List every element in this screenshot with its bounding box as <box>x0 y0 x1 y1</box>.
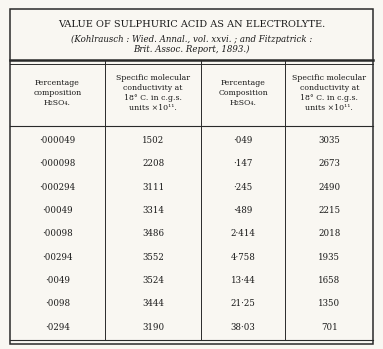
Text: ·0098: ·0098 <box>45 299 70 309</box>
Text: 3190: 3190 <box>142 323 164 332</box>
Text: 1935: 1935 <box>318 253 340 262</box>
Text: 1350: 1350 <box>318 299 340 309</box>
Text: ·000294: ·000294 <box>39 183 75 192</box>
Text: 4·758: 4·758 <box>231 253 255 262</box>
Text: ·049: ·049 <box>234 136 253 145</box>
Text: 3524: 3524 <box>142 276 164 285</box>
Text: 21·25: 21·25 <box>231 299 255 309</box>
Text: VALUE OF SULPHURIC ACID AS AN ELECTROLYTE.: VALUE OF SULPHURIC ACID AS AN ELECTROLYT… <box>58 20 325 29</box>
Text: 3111: 3111 <box>142 183 164 192</box>
Text: 3444: 3444 <box>142 299 164 309</box>
Text: ·00098: ·00098 <box>42 229 73 238</box>
Text: 13·44: 13·44 <box>231 276 255 285</box>
Text: Brit. Assoc. Report, 1893.): Brit. Assoc. Report, 1893.) <box>133 45 250 54</box>
Text: 3314: 3314 <box>142 206 164 215</box>
Text: Percentage
composition
H₂SO₄.: Percentage composition H₂SO₄. <box>33 79 82 107</box>
Text: Specific molecular
conductivity at
18° C. in c.g.s.
units ×10¹¹.: Specific molecular conductivity at 18° C… <box>116 74 190 112</box>
Text: 2490: 2490 <box>318 183 340 192</box>
Text: 3552: 3552 <box>142 253 164 262</box>
Text: ·0294: ·0294 <box>45 323 70 332</box>
Text: 2·414: 2·414 <box>231 229 255 238</box>
Text: (Kohlrausch : Wied. Annal., vol. xxvi. ; and Fitzpatrick :: (Kohlrausch : Wied. Annal., vol. xxvi. ;… <box>71 35 312 44</box>
Text: 2673: 2673 <box>318 159 340 168</box>
Text: Percentage
Composition
H₂SO₄.: Percentage Composition H₂SO₄. <box>218 79 268 107</box>
Text: Specific molecular
conductivity at
18° C. in c.g.s.
units ×10¹¹.: Specific molecular conductivity at 18° C… <box>292 74 367 112</box>
Text: ·00294: ·00294 <box>42 253 73 262</box>
Text: ·000098: ·000098 <box>39 159 75 168</box>
Text: ·489: ·489 <box>234 206 253 215</box>
Text: 3486: 3486 <box>142 229 164 238</box>
Text: 3035: 3035 <box>318 136 340 145</box>
Text: ·0049: ·0049 <box>45 276 70 285</box>
Text: 2208: 2208 <box>142 159 164 168</box>
Text: ·245: ·245 <box>234 183 253 192</box>
Text: 1658: 1658 <box>318 276 340 285</box>
Text: 38·03: 38·03 <box>231 323 255 332</box>
Text: 2018: 2018 <box>318 229 340 238</box>
Text: 701: 701 <box>321 323 338 332</box>
Text: ·00049: ·00049 <box>42 206 73 215</box>
Text: ·000049: ·000049 <box>39 136 75 145</box>
Text: 2215: 2215 <box>318 206 340 215</box>
Text: 1502: 1502 <box>142 136 164 145</box>
Text: ·147: ·147 <box>234 159 253 168</box>
